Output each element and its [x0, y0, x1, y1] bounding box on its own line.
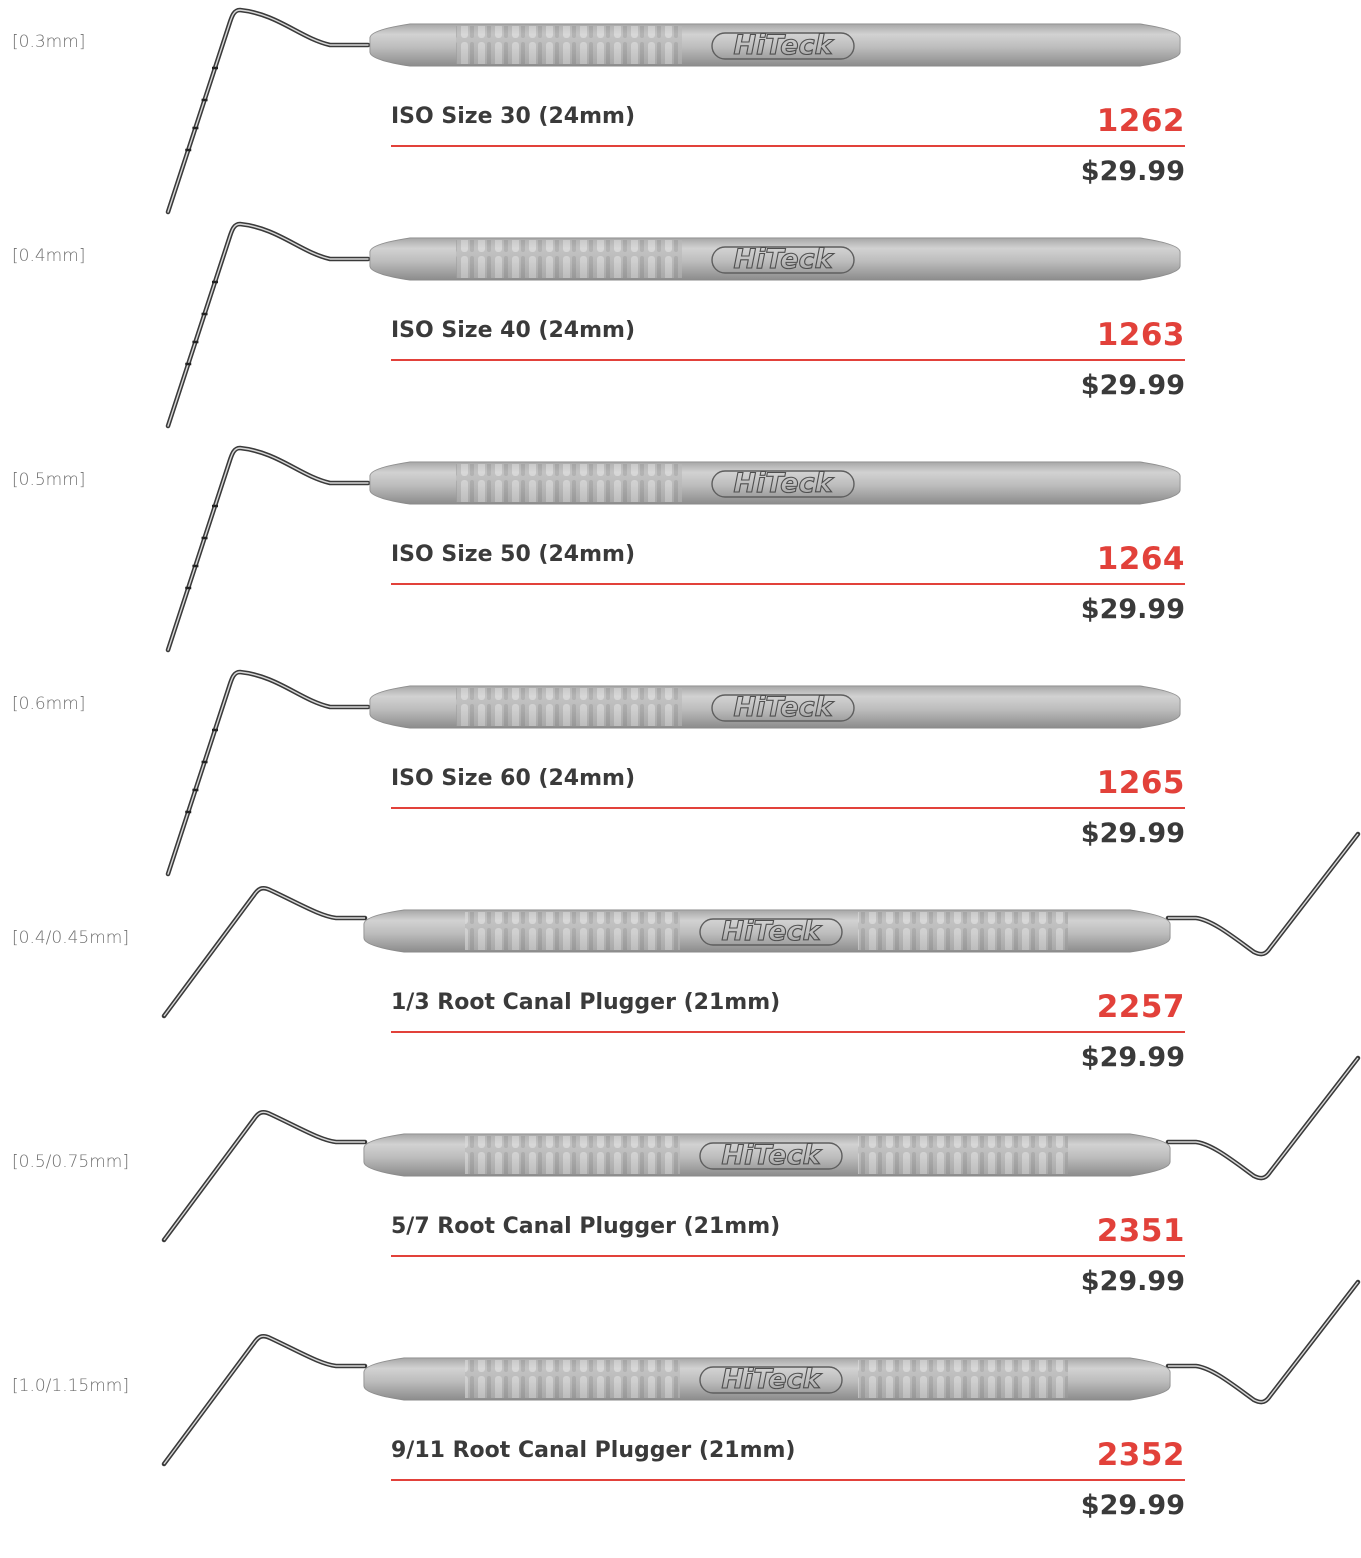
root-canal-plugger-image: HiTeck	[161, 1279, 1361, 1467]
product-price: $29.99	[1080, 1490, 1185, 1521]
product-code: 2352	[1096, 1437, 1185, 1473]
tip-size-label: [0.4mm]	[12, 246, 86, 266]
hiteck-logo: HiTeck	[721, 1364, 822, 1395]
divider-line	[391, 359, 1185, 361]
product-name: 1/3 Root Canal Plugger (21mm)	[391, 990, 781, 1015]
product-name: ISO Size 40 (24mm)	[391, 318, 636, 343]
finger-spreader-image: HiTeck	[165, 221, 1181, 429]
product-name: ISO Size 30 (24mm)	[391, 104, 636, 129]
product-name: 5/7 Root Canal Plugger (21mm)	[391, 1214, 781, 1239]
product-row: [1.0/1.15mm] HiTeck 9/11 Root Canal Plugge…	[0, 1279, 1361, 1558]
product-name: ISO Size 60 (24mm)	[391, 766, 636, 791]
tip-size-label: [0.4/0.45mm]	[12, 928, 129, 948]
product-name: ISO Size 50 (24mm)	[391, 542, 636, 567]
product-row: [0.4/0.45mm] HiTeck 1/3 Root Canal Plugger…	[0, 831, 1361, 1110]
product-price: $29.99	[1080, 1042, 1185, 1073]
divider-line	[391, 1031, 1185, 1033]
product-row: [0.5mm] HiTeck ISO Size 50 (24mm) 1264 $29.9…	[0, 438, 1361, 662]
product-code: 1263	[1096, 317, 1185, 353]
root-canal-plugger-image: HiTeck	[161, 1055, 1361, 1243]
product-row: [0.6mm] HiTeck ISO Size 60 (24mm) 1265 $29.9…	[0, 662, 1361, 886]
divider-line	[391, 145, 1185, 147]
hiteck-logo: HiTeck	[733, 244, 834, 275]
finger-spreader-image: HiTeck	[165, 669, 1181, 877]
product-code: 1265	[1096, 765, 1185, 801]
hiteck-logo: HiTeck	[733, 468, 834, 499]
tip-size-label: [1.0/1.15mm]	[12, 1376, 129, 1396]
product-price: $29.99	[1080, 594, 1185, 625]
divider-line	[391, 1479, 1185, 1481]
product-price: $29.99	[1080, 818, 1185, 849]
tip-size-label: [0.6mm]	[12, 694, 86, 714]
tip-size-label: [0.5mm]	[12, 470, 86, 490]
product-code: 2257	[1096, 989, 1185, 1025]
divider-line	[391, 583, 1185, 585]
divider-line	[391, 1255, 1185, 1257]
hiteck-logo: HiTeck	[721, 1140, 822, 1171]
hiteck-logo: HiTeck	[733, 30, 834, 61]
product-name: 9/11 Root Canal Plugger (21mm)	[391, 1438, 796, 1463]
product-row: [0.4mm] HiTeck ISO Size 40 (24mm) 1263 $29.9…	[0, 214, 1361, 438]
product-price: $29.99	[1080, 156, 1185, 187]
product-code: 1264	[1096, 541, 1185, 577]
root-canal-plugger-image: HiTeck	[161, 831, 1361, 1019]
product-row: [0.3mm] HiTeck ISO Size 30 (24mm) 1262 $29.9…	[0, 0, 1361, 224]
hiteck-logo: HiTeck	[733, 692, 834, 723]
finger-spreader-image: HiTeck	[165, 445, 1181, 653]
finger-spreader-image: HiTeck	[165, 7, 1181, 215]
tip-size-label: [0.3mm]	[12, 32, 86, 52]
tip-size-label: [0.5/0.75mm]	[12, 1152, 129, 1172]
divider-line	[391, 807, 1185, 809]
product-price: $29.99	[1080, 1266, 1185, 1297]
product-code: 2351	[1096, 1213, 1185, 1249]
product-price: $29.99	[1080, 370, 1185, 401]
hiteck-logo: HiTeck	[721, 916, 822, 947]
product-code: 1262	[1096, 103, 1185, 139]
product-row: [0.5/0.75mm] HiTeck 5/7 Root Canal Plugger…	[0, 1055, 1361, 1334]
